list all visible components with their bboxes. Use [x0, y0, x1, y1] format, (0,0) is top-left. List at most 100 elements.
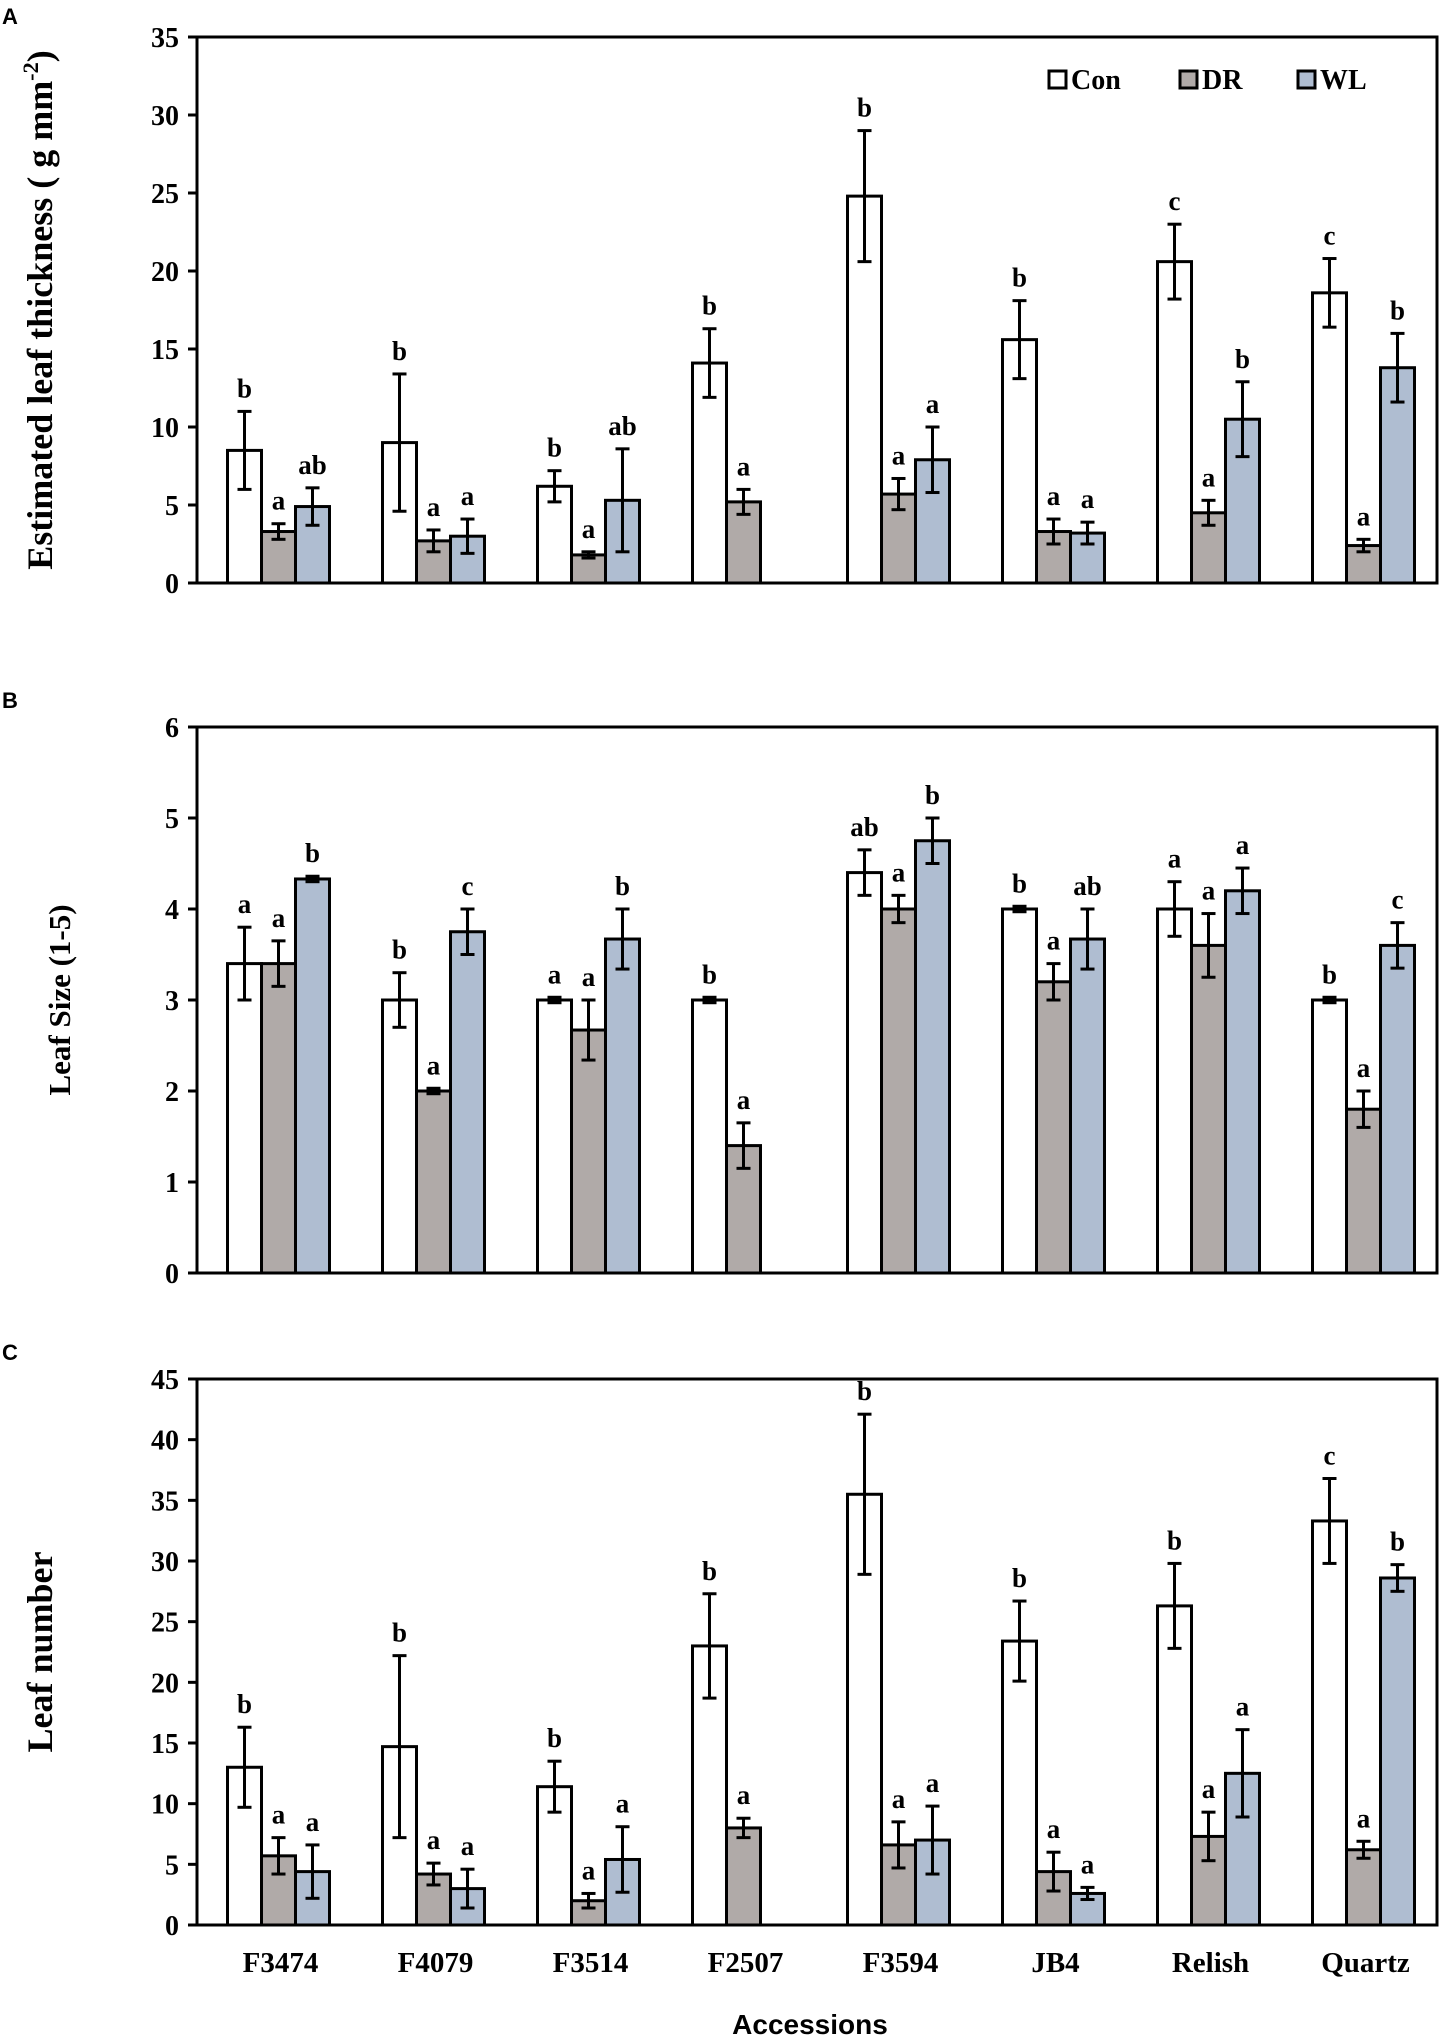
bar-con: [381, 998, 418, 1275]
y-tick-label: 30: [151, 1547, 179, 1578]
significance-letter: b: [392, 336, 407, 366]
significance-letter: a: [926, 389, 940, 419]
y-tick-label: 1: [165, 1168, 179, 1199]
y-tick-label: 6: [165, 713, 179, 744]
significance-letter: a: [238, 889, 252, 919]
legend: Con DR WL: [1047, 65, 1367, 96]
significance-letter: a: [427, 1050, 441, 1080]
panel-letter-b: B: [2, 688, 18, 713]
x-axis-title: Accessions: [732, 2009, 888, 2040]
bar-con: [1311, 291, 1348, 585]
bar-wl: [1069, 937, 1106, 1275]
significance-letter: a: [1202, 1774, 1216, 1804]
y-axis-label: Leaf number: [20, 1551, 60, 1752]
bar-dr: [1345, 1107, 1382, 1275]
legend-label-wl: WL: [1320, 65, 1367, 96]
bar-con: [226, 962, 263, 1275]
significance-letter: a: [1202, 462, 1216, 492]
bar-con: [691, 361, 728, 585]
significance-letter: a: [272, 1800, 286, 1830]
panel-letter-c: C: [2, 1340, 18, 1365]
significance-letter: a: [1357, 501, 1371, 531]
y-tick-label: 25: [151, 179, 179, 210]
significance-letter: ab: [1073, 871, 1102, 901]
significance-letter: a: [926, 1768, 940, 1798]
significance-letter: b: [857, 1376, 872, 1406]
significance-letter: a: [892, 857, 906, 887]
bar-wl: [914, 839, 951, 1275]
bar-wl: [1379, 943, 1416, 1275]
significance-letter: b: [615, 871, 630, 901]
x-tick-label: Quartz: [1321, 1947, 1410, 1979]
y-tick-label: 45: [151, 1365, 179, 1396]
bar-con: [1001, 1639, 1038, 1927]
significance-letter: a: [272, 486, 286, 516]
significance-letter: b: [547, 1723, 562, 1753]
bar-dr: [1190, 943, 1227, 1275]
bar-dr: [725, 1826, 762, 1927]
significance-letter: a: [582, 962, 596, 992]
significance-letter: a: [737, 1085, 751, 1115]
y-tick-label: 25: [151, 1608, 179, 1639]
significance-letter: b: [237, 1689, 252, 1719]
significance-letter: a: [1047, 481, 1061, 511]
legend-swatch-con: [1047, 69, 1068, 90]
y-tick-label: 0: [165, 1259, 179, 1290]
significance-letter: c: [462, 871, 474, 901]
y-tick-label: 20: [151, 1668, 179, 1699]
significance-letter: a: [306, 1807, 320, 1837]
bar-con: [691, 1644, 728, 1927]
significance-letter: ab: [850, 812, 879, 842]
bar-con: [1311, 998, 1348, 1275]
y-tick-label: 10: [151, 1790, 179, 1821]
bar-dr: [1035, 530, 1072, 585]
significance-letter: a: [616, 1789, 630, 1819]
bar-dr: [1035, 980, 1072, 1275]
significance-letter: b: [392, 935, 407, 965]
x-tick-label: F3514: [553, 1947, 629, 1979]
x-tick-label: F4079: [398, 1947, 474, 1979]
legend-label-dr: DR: [1202, 65, 1243, 96]
significance-letter: b: [1012, 868, 1027, 898]
y-tick-label: 15: [151, 335, 179, 366]
significance-letter: a: [1236, 830, 1250, 860]
y-tick-label: 10: [151, 413, 179, 444]
bar-wl: [604, 1857, 641, 1927]
significance-letter: a: [1081, 484, 1095, 514]
y-axis-label: Leaf Size (1-5): [42, 904, 77, 1095]
significance-letter: b: [857, 93, 872, 123]
y-tick-label: 35: [151, 23, 179, 54]
x-tick-label: F3474: [243, 1947, 319, 1979]
significance-letter: b: [1167, 1525, 1182, 1555]
significance-letter: b: [925, 780, 940, 810]
significance-letter: a: [427, 492, 441, 522]
legend-label-con: Con: [1071, 65, 1121, 96]
y-tick-label: 35: [151, 1486, 179, 1517]
significance-letter: b: [305, 838, 320, 868]
bar-con: [846, 871, 883, 1275]
significance-letter: a: [1047, 1814, 1061, 1844]
y-tick-label: 5: [165, 804, 179, 835]
bar-wl: [449, 930, 486, 1275]
bar-dr: [260, 962, 297, 1275]
significance-letter: a: [1202, 876, 1216, 906]
significance-letter: c: [1169, 186, 1181, 216]
y-tick-label: 30: [151, 101, 179, 132]
significance-letter: a: [1357, 1053, 1371, 1083]
bar-wl: [294, 877, 331, 1275]
significance-letter: a: [582, 1855, 596, 1885]
x-tick-label: F2507: [708, 1947, 784, 1979]
significance-letter: b: [237, 373, 252, 403]
significance-letter: a: [892, 1784, 906, 1814]
significance-letter: c: [1324, 221, 1336, 251]
bar-con: [1001, 907, 1038, 1275]
y-tick-label: 2: [165, 1077, 179, 1108]
plot-frame: [195, 35, 1439, 585]
significance-letter: a: [1168, 844, 1182, 874]
significance-letter: a: [461, 1831, 475, 1861]
panel-c-chart: 0 5 10 15 20 25 30 35 40 45 Leaf number F3474 F4079 F…: [20, 1365, 1439, 1979]
y-tick-label: 15: [151, 1729, 179, 1760]
legend-swatch-dr: [1178, 69, 1199, 90]
